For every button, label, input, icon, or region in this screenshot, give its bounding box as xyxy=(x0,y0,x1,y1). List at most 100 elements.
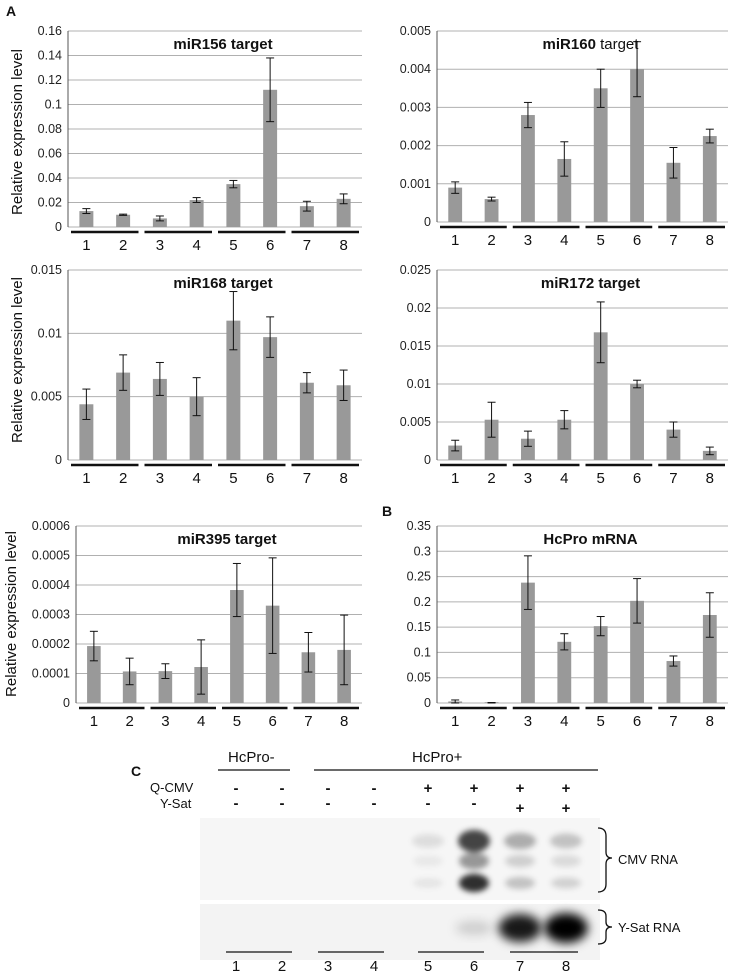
hcpro-title: HcPro mRNA xyxy=(543,531,637,548)
mir395-category-label: 5 xyxy=(233,713,241,730)
ysat-sign-lane-2: - xyxy=(280,795,285,812)
mir156-errorbar-6 xyxy=(266,57,275,123)
hcpro-ytick-label: 0.3 xyxy=(414,544,431,558)
hcpro-category-label: 7 xyxy=(669,713,677,730)
mir395-category-label: 8 xyxy=(340,713,348,730)
hcpro-bar-6 xyxy=(630,600,644,703)
mir395-title: miR395 target xyxy=(177,531,276,548)
panel-label-a: A xyxy=(6,3,16,19)
mir156-bar-1 xyxy=(79,211,94,227)
qcmv-sign-lane-3: - xyxy=(326,780,331,797)
blot-lane-label-2: 2 xyxy=(278,958,286,975)
mir160-title-bold: miR160 xyxy=(543,36,596,53)
mir160-category-label: 1 xyxy=(451,232,459,249)
hcpro-ytick-label: 0 xyxy=(424,696,431,710)
chart-mir160: 0 0.001 0.002 0.003 0.004 0.005 1 2 3 4 5 6 7 8 miR160… xyxy=(400,24,728,249)
mir395-bar-6 xyxy=(265,605,280,703)
chart-hcpro: 0 0.05 0.1 0.15 0.2 0.25 0.3 0.35 1 2 3 4 5 6 7 8 HcPro … xyxy=(407,519,728,730)
qcmv-sign-lane-2: - xyxy=(280,780,285,797)
qcmv-sign-lane-6: + xyxy=(470,780,479,797)
hcpro-ytick-label: 0.2 xyxy=(414,595,431,609)
cmv-band-lower xyxy=(459,873,489,893)
hcpro-errorbar-3 xyxy=(523,555,532,610)
mir160-errorbar-4 xyxy=(560,141,569,177)
mir172-ytick-label: 0.015 xyxy=(400,339,431,353)
cmv-band-lane-5 xyxy=(412,834,444,888)
chart-mir156: 0 0.02 0.04 0.06 0.08 0.1 0.12 0.14 0.16 1 2 3 4 5 6 7 8… xyxy=(9,24,362,254)
mir168-category-label: 8 xyxy=(339,470,347,487)
mir156-category-label: 4 xyxy=(192,237,200,254)
mir168-bar-2 xyxy=(116,372,131,460)
cmv-band-lower xyxy=(413,878,443,888)
hcpro-title-bold: HcPro mRNA xyxy=(543,531,637,548)
mir160-bar-6 xyxy=(630,69,644,222)
mir168-bar-1 xyxy=(79,404,94,460)
blot-lane-labels: 1 2 3 4 5 6 7 8 xyxy=(232,958,570,975)
mir156-errorbar-8 xyxy=(339,193,348,205)
blot-lane-label-8: 8 xyxy=(562,958,570,975)
qcmv-sign-lane-4: - xyxy=(372,780,377,797)
cmv-band-upper xyxy=(504,832,536,850)
mir395-ytick-label: 0.0004 xyxy=(32,578,70,592)
cmv-band-middle xyxy=(505,854,535,868)
cmv-band-upper xyxy=(412,834,444,848)
mir156-category-label: 1 xyxy=(82,237,90,254)
mir168-category-label: 2 xyxy=(119,470,127,487)
mir156-category-label: 3 xyxy=(156,237,164,254)
hcpro-errorbar-8 xyxy=(705,592,714,638)
mir160-errorbar-3 xyxy=(523,101,532,129)
mir168-errorbar-8 xyxy=(339,369,348,401)
mir160-ytick-label: 0.004 xyxy=(400,62,431,76)
hcpro-ytick-label: 0.1 xyxy=(414,645,431,659)
mir168-ytick-label: 0.01 xyxy=(38,326,62,340)
blot-lane-label-6: 6 xyxy=(470,958,478,975)
mir172-errorbar-8 xyxy=(705,446,714,456)
mir395-errorbar-8 xyxy=(340,614,349,686)
mir172-bar-8 xyxy=(702,450,717,460)
mir156-errorbar-5 xyxy=(229,179,238,189)
panel-label-c: C xyxy=(131,763,141,779)
mir168-ylabel: Relative expression level xyxy=(9,277,26,443)
ysat-signs: - - - - - - + + xyxy=(234,795,571,817)
hcpro-bar-4 xyxy=(557,641,572,703)
mir172-ytick-label: 0 xyxy=(424,453,431,467)
mir160-category-label: 2 xyxy=(487,232,495,249)
mir168-errorbar-3 xyxy=(155,361,164,396)
mir160-errorbar-1 xyxy=(451,181,460,194)
mir156-ytick-label: 0.04 xyxy=(38,171,62,185)
ysat-sign-lane-3: - xyxy=(326,795,331,812)
qcmv-sign-lane-1: - xyxy=(234,780,239,797)
mir156-category-label: 6 xyxy=(266,237,274,254)
ysat-band-lane-7 xyxy=(498,913,542,943)
hcpro-bar-7 xyxy=(666,661,681,703)
mir160-title-normal: target xyxy=(596,36,639,53)
cmv-band-middle xyxy=(459,852,489,870)
ysat-band-lane-8 xyxy=(544,913,588,943)
mir160-category-label: 7 xyxy=(669,232,677,249)
cmv-band-lane-6 xyxy=(458,829,490,893)
mir172-ytick-label: 0.02 xyxy=(407,301,431,315)
mir172-errorbar-1 xyxy=(451,439,460,452)
mir156-ylabel: Relative expression level xyxy=(9,49,26,215)
mir395-category-label: 1 xyxy=(90,713,98,730)
mir156-category-label: 8 xyxy=(339,237,347,254)
hcpro-category-label: 1 xyxy=(451,713,459,730)
blot-cmv-membrane xyxy=(200,818,600,900)
ysat-rna-label: Y-Sat RNA xyxy=(618,920,681,935)
mir156-bar-6 xyxy=(263,89,278,227)
blot-lane-label-1: 1 xyxy=(232,958,240,975)
mir395-ytick-label: 0.0001 xyxy=(32,667,70,681)
mir168-bar-6 xyxy=(263,337,278,460)
mir160-ytick-label: 0.002 xyxy=(400,139,431,153)
hcpro-category-label: 5 xyxy=(597,713,605,730)
mir156-errorbar-3 xyxy=(155,215,164,222)
mir160-category-label: 4 xyxy=(560,232,568,249)
ysat-band-lane-6 xyxy=(455,920,493,936)
mir395-ytick-label: 0.0005 xyxy=(32,549,70,563)
ysat-sign-lane-1: - xyxy=(234,795,239,812)
mir156-title-bold: miR156 target xyxy=(173,36,272,53)
mir160-ytick-label: 0.001 xyxy=(400,177,431,191)
ysat-sign-lane-4: - xyxy=(372,795,377,812)
mir168-category-label: 7 xyxy=(303,470,311,487)
mir395-ytick-label: 0 xyxy=(63,696,70,710)
